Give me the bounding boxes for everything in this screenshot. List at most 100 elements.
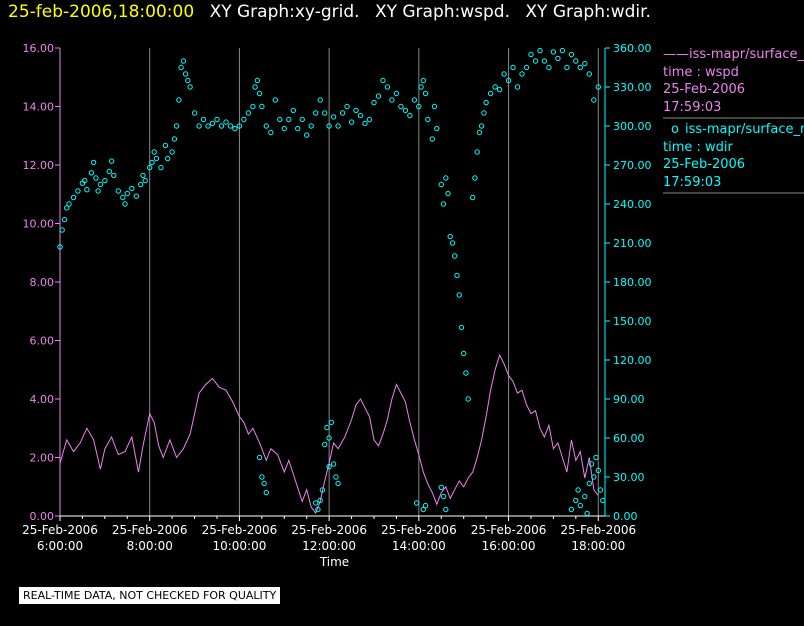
data-point-wdir	[422, 502, 429, 509]
data-point-wdir	[263, 123, 269, 129]
y-left-tick-label: 6.00	[30, 335, 55, 348]
data-point-wdir	[209, 120, 216, 127]
data-point-wdir	[111, 172, 117, 179]
y-right-tick-label: 330.00	[613, 81, 652, 94]
data-point-wdir	[124, 190, 131, 197]
data-point-wdir	[344, 103, 350, 110]
data-point-wdir	[250, 103, 256, 110]
data-point-wdir	[286, 116, 292, 123]
data-point-wdir	[384, 84, 391, 90]
y-right-tick-label: 360.00	[613, 42, 652, 55]
data-point-wdir	[472, 175, 478, 181]
data-point-wdir	[456, 292, 462, 298]
data-point-wdir	[582, 493, 588, 500]
data-point-wdir	[452, 253, 458, 259]
data-point-wdir	[315, 506, 321, 513]
data-point-wdir	[218, 123, 225, 129]
data-point-wdir	[413, 500, 420, 506]
data-point-wdir	[178, 64, 184, 71]
data-point-wdir	[326, 435, 332, 441]
data-point-wdir	[481, 110, 487, 116]
data-point-wdir	[339, 110, 346, 116]
data-point-wdir	[541, 58, 548, 64]
x-tick-date: 25-Feb-2006	[381, 523, 457, 537]
data-point-wdir	[523, 64, 530, 71]
data-point-wdir	[393, 90, 400, 97]
data-point-wdir	[375, 93, 382, 99]
data-point-wdir	[252, 84, 258, 90]
data-point-wdir	[514, 84, 521, 90]
data-point-wdir	[398, 103, 404, 110]
data-point-wdir	[454, 272, 460, 279]
data-point-wdir	[478, 123, 485, 129]
data-point-wdir	[241, 116, 247, 123]
data-point-wdir	[122, 201, 128, 207]
y-right-tick-label: 150.00	[613, 315, 652, 328]
data-point-wdir	[281, 125, 287, 132]
y-right-tick-label: 0.00	[613, 510, 638, 523]
legend-var: time : wdir	[663, 139, 733, 155]
data-point-wdir	[418, 84, 424, 90]
data-point-wdir	[147, 164, 153, 171]
data-point-wdir	[568, 506, 575, 513]
y-right-tick-label: 60.00	[613, 432, 645, 445]
data-point-wdir	[420, 77, 426, 84]
data-point-wdir	[591, 474, 597, 480]
series-line-wspd	[59, 353, 599, 515]
data-point-wdir	[537, 47, 543, 54]
quality-note: REAL-TIME DATA, NOT CHECKED FOR QUALITY	[19, 587, 281, 604]
data-point-wdir	[573, 58, 579, 64]
data-point-wdir	[313, 110, 319, 116]
data-point-wdir	[449, 240, 456, 246]
x-tick-date: 25-Feb-2006	[112, 523, 188, 537]
data-point-wdir	[299, 116, 305, 123]
data-point-wdir	[597, 487, 604, 493]
data-point-wdir	[330, 114, 337, 120]
y-right-tick-label: 270.00	[613, 159, 652, 172]
data-point-wdir	[108, 158, 115, 164]
data-point-wdir	[434, 125, 440, 132]
data-point-wdir	[431, 103, 438, 110]
data-point-wdir	[149, 159, 155, 166]
data-point-wdir	[106, 168, 113, 175]
y-right-tick-label: 120.00	[613, 354, 652, 367]
data-point-wdir	[371, 99, 377, 106]
legend-series-name: iss-mapr/surface_m	[684, 122, 804, 137]
data-point-wdir	[330, 461, 337, 467]
data-point-wdir	[593, 454, 599, 461]
data-point-wdir	[582, 60, 588, 67]
data-point-wdir	[182, 71, 189, 77]
data-point-wdir	[57, 244, 63, 250]
data-point-wdir	[227, 123, 234, 129]
data-point-wdir	[380, 77, 386, 84]
data-point-wdir	[443, 175, 449, 181]
data-point-wdir	[261, 480, 267, 487]
data-point-wdir	[169, 149, 175, 155]
data-point-wdir	[84, 187, 90, 193]
data-point-wdir	[555, 55, 561, 62]
x-tick-time: 12:00:00	[302, 539, 356, 553]
data-point-wdir	[196, 123, 202, 129]
y-right-tick-label: 90.00	[613, 393, 645, 406]
data-point-wdir	[564, 64, 570, 71]
data-point-wdir	[82, 177, 88, 184]
data-point-wdir	[328, 419, 335, 426]
data-point-wdir	[61, 216, 68, 223]
data-point-wdir	[559, 47, 566, 54]
data-point-wdir	[438, 484, 444, 491]
x-tick-time: 8:00:00	[127, 539, 173, 553]
data-point-wdir	[573, 497, 579, 504]
y-left-tick-label: 0.00	[30, 510, 55, 523]
data-point-wdir	[326, 123, 332, 129]
data-point-wdir	[70, 194, 77, 201]
legend-time: 17:59:03	[663, 174, 722, 190]
data-point-wdir	[438, 181, 444, 188]
data-point-wdir	[586, 480, 592, 487]
data-point-wdir	[259, 474, 265, 480]
y-left-tick-label: 8.00	[30, 276, 55, 289]
x-tick-date: 25-Feb-2006	[202, 523, 278, 537]
x-tick-time: 10:00:00	[212, 539, 266, 553]
data-point-wdir	[440, 201, 447, 207]
data-point-wdir	[153, 155, 160, 162]
data-point-wdir	[263, 489, 269, 496]
